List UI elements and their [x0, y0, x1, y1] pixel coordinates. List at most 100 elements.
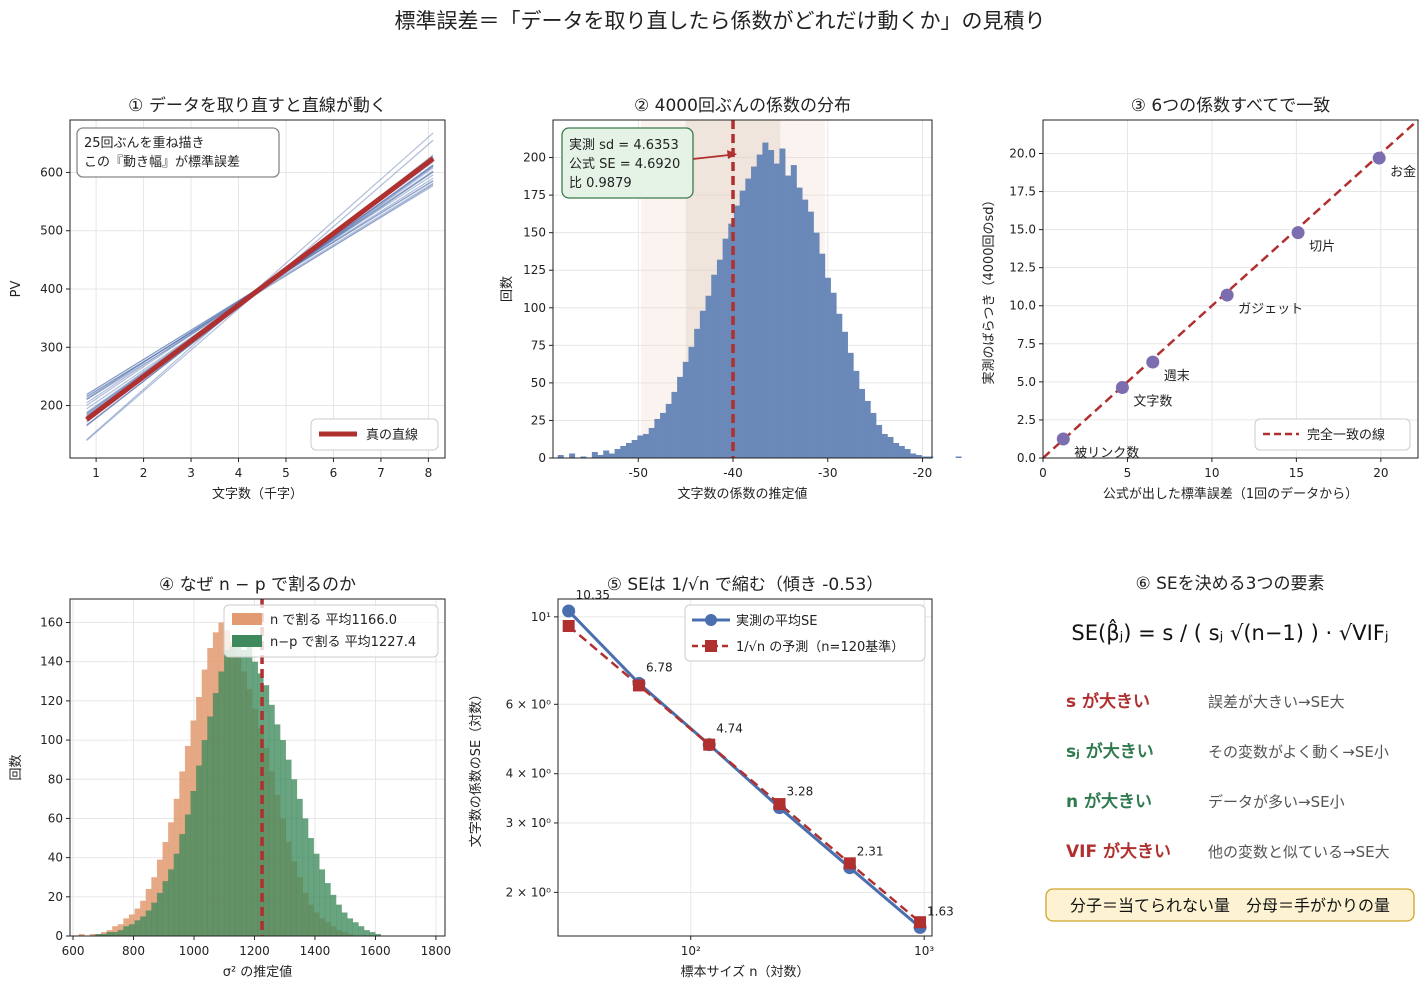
y-tick-label: 140 — [40, 655, 63, 669]
y-tick-label: 20 — [48, 890, 63, 904]
point-label: 切片 — [1309, 240, 1335, 255]
y-tick-label: 4 × 10⁰ — [506, 767, 552, 781]
y-tick-label: 150 — [523, 226, 546, 240]
y-tick-label: 12.5 — [1009, 261, 1036, 275]
hist-bar — [156, 892, 163, 936]
hist-bar — [347, 918, 354, 936]
hist-bar — [134, 920, 141, 936]
x-tick-label: 1000 — [179, 944, 210, 958]
hist-bar — [756, 154, 763, 458]
data-label: 3.28 — [787, 785, 814, 799]
x-tick-label: 6 — [330, 466, 338, 480]
hist-bar — [375, 934, 382, 936]
y-tick-label: 160 — [40, 616, 63, 630]
hist-bar — [915, 454, 922, 458]
hist-bar — [235, 642, 242, 936]
panel-title: ② 4000回ぶんの係数の分布 — [634, 96, 851, 116]
hist-bar — [173, 853, 180, 936]
y-tick-label: 125 — [523, 263, 546, 277]
hist-bar — [864, 400, 871, 458]
hist-bar — [705, 295, 712, 458]
factor-head: n が大きい — [1066, 791, 1152, 812]
y-tick-label: 15.0 — [1009, 223, 1036, 237]
hist-bar — [677, 376, 684, 458]
figure-title: 標準誤差＝「データを取り直したら係数がどれだけ動くか」の見積り — [395, 9, 1046, 33]
point-label: お金 — [1390, 164, 1416, 180]
predicted-point — [914, 916, 927, 929]
x-tick-label: 0 — [1039, 466, 1047, 480]
y-axis-label: 実測のばらつき（4000回のsd） — [981, 193, 997, 384]
data-label: 1.63 — [927, 904, 954, 918]
legend-swatch — [232, 613, 262, 625]
x-tick-label: 15 — [1289, 466, 1304, 480]
annotation-arrow — [692, 154, 730, 160]
y-tick-label: 2.5 — [1017, 413, 1036, 427]
hist-bar — [246, 638, 253, 936]
point-label: 文字数 — [1133, 395, 1172, 410]
hist-bar — [620, 445, 627, 458]
hist-bar — [240, 649, 247, 936]
x-tick-label: 1400 — [300, 944, 331, 958]
hist-bar — [128, 924, 135, 936]
hist-bar — [893, 442, 900, 458]
y-tick-label: 80 — [48, 772, 63, 786]
y-axis-label: 文字数の係数のSE（対数） — [469, 688, 484, 847]
hist-bar — [853, 370, 860, 458]
hist-bar — [229, 646, 236, 936]
y-axis-label: 回数 — [9, 754, 24, 780]
hist-bar — [207, 716, 214, 936]
x-tick-label: -40 — [723, 466, 743, 480]
y-tick-label: 300 — [40, 340, 63, 354]
hist-bar — [280, 740, 286, 936]
x-tick-label: 2 — [140, 466, 148, 480]
true-line — [85, 156, 435, 422]
hist-bar — [716, 259, 723, 458]
hist-bar — [614, 448, 621, 458]
panel-title: ③ 6つの係数すべてで一致 — [1131, 96, 1331, 116]
panel-2-coef-histogram: -50 -40 -30 -20 0 25 50 75 100 125 150 175 200 ② 4000… — [500, 96, 962, 502]
hist-bar — [876, 424, 883, 458]
y-tick-label: 200 — [40, 399, 63, 413]
panel-3-se-agreement: 0 5 10 15 20 0.0 2.5 5.0 7.5 10.0 12.5 15.0 17.5 20.0… — [981, 96, 1419, 502]
y-tick-label: 400 — [40, 282, 63, 296]
x-tick-label: 1800 — [421, 944, 452, 958]
hist-bar — [819, 253, 826, 458]
y-tick-label: 100 — [40, 733, 63, 747]
hist-bar — [608, 453, 615, 458]
hist-bar — [654, 418, 661, 458]
y-axis-label: 回数 — [500, 276, 515, 302]
hist-bar — [682, 361, 689, 458]
y-tick-label: 100 — [523, 301, 546, 315]
hist-bar — [898, 445, 905, 458]
predicted-point — [773, 798, 786, 811]
axes-frame — [1042, 119, 1419, 459]
hist-bar — [802, 199, 809, 458]
y-tick-label: 6 × 10⁰ — [506, 697, 552, 711]
hist-bar — [728, 223, 735, 458]
y-tick-label: 20.0 — [1009, 146, 1036, 160]
hist-bar — [257, 673, 264, 936]
y-tick-label: 175 — [523, 188, 546, 202]
hist-bar — [841, 331, 848, 458]
y-tick-label: 2 × 10⁰ — [506, 885, 552, 899]
scatter-point — [1056, 432, 1070, 446]
legend-marker — [705, 640, 717, 652]
y-tick-label: 0 — [55, 929, 63, 943]
legend-swatch — [232, 635, 262, 647]
axes-frame — [557, 598, 933, 937]
x-tick-label: 800 — [122, 944, 145, 958]
factor-desc: その変数がよく動く→SE小 — [1208, 743, 1389, 761]
hist-bar — [335, 904, 342, 936]
hist-bar — [313, 853, 320, 936]
annotation-arrowhead — [727, 150, 737, 159]
hist-bar — [145, 910, 152, 936]
x-axis-label: 文字数の係数の推定値 — [677, 486, 807, 502]
x-tick-label: 3 — [187, 466, 195, 480]
hist-bar — [665, 403, 672, 458]
hist-bar — [319, 869, 326, 936]
hist-bar — [921, 456, 928, 458]
hist-bar — [580, 456, 587, 458]
y-tick-label: 10¹ — [531, 610, 551, 624]
hist-bar — [671, 391, 678, 458]
